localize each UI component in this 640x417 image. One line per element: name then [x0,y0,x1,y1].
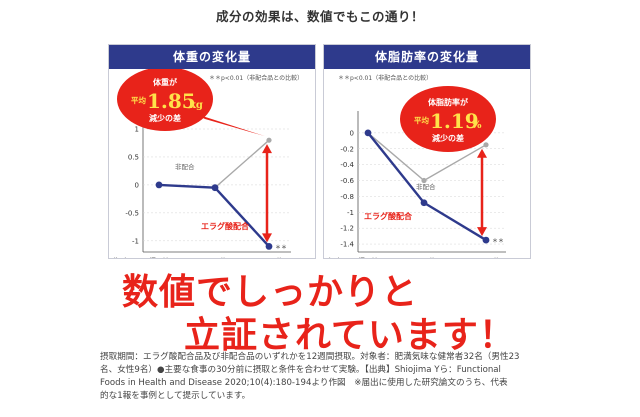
data-point-ellagic [211,184,219,192]
data-point-ellagic [265,243,273,250]
x-tick-label: 12週間後 [255,256,283,258]
y-tick-label: -0.8 [340,193,354,201]
y-tick-label: -1 [132,237,139,245]
y-tick-label: 0.5 [128,153,139,161]
y-tick-label: -1 [347,209,354,217]
claim-line-1: 数値でしっかりと [122,272,419,313]
data-point-ellagic [482,236,490,244]
footnote-line-4: 的な1報を事例として提示しています。 [100,391,251,401]
end-significance-mark: ＊＊ [492,238,504,245]
footnote-line-3: Foods in Health and Disease 2020;10(4):1… [100,378,508,388]
bodyfat-chart-panel: 体脂肪率の変化量 ＊＊p<0.01（非配合品との比較） 0 -0.2 -0.4 -0.6… [323,44,531,259]
y-unit-label: (kg) [113,257,127,258]
weight-chart-title: 体重の変化量 [109,45,315,69]
highlight-bubble [117,69,213,131]
data-point-ellagic [364,129,372,137]
y-tick-label: 0 [350,129,354,137]
weight-chart-panel: 体重の変化量 ＊＊p<0.01（非配合品との比較） 1 0.5 0 -0.5 -1 (kg)… [108,44,316,259]
difference-arrow-head-top [477,148,487,158]
x-tick-label: 摂取前 [358,256,378,258]
y-tick-label: -1.2 [340,225,354,233]
footnote-line-2: 名、女性9名）●主要な食事の30分前に摂取と条件を合わせて実験。【出典】Shio… [100,365,501,375]
bubble-prefix: 平均 [414,115,429,125]
bubble-line-3: 減少の差 [432,133,464,143]
y-tick-label: -0.5 [125,209,139,217]
weight-chart: ＊＊p<0.01（非配合品との比較） 1 0.5 0 -0.5 -1 (kg) 摂取前 6週間後… [113,69,303,258]
y-tick-label: -1.4 [340,241,354,249]
y-tick-label: 0 [135,181,139,189]
series-label-non: 非配合 [416,182,436,191]
x-tick-label: 12週間後 [472,256,500,258]
x-tick-label: 6週間後 [412,256,436,258]
claim-line-2: 立証されています！ [184,315,516,356]
bubble-tail [193,113,265,137]
difference-arrow-head-bottom [477,227,487,237]
bodyfat-chart-title: 体脂肪率の変化量 [324,45,530,69]
data-point-non [266,137,272,143]
difference-arrow-head-bottom [262,233,272,243]
footnote-line-1: 摂取期間：エラグ酸配合品及び非配合品のいずれかを12週間摂取。対象者：肥満気味な… [100,352,520,362]
bubble-line-1: 体重が [153,77,178,87]
end-significance-mark: ＊＊ [275,244,287,251]
series-label-ellagic: エラグ酸配合 [364,211,413,221]
significance-note: ＊＊p<0.01（非配合品との比較） [338,74,432,82]
page-heading: 成分の効果は、数値でもこの通り！ [215,9,424,24]
bubble-value: 1.19 [430,109,479,133]
data-point-ellagic [420,199,428,207]
study-footnote: 摂取期間：エラグ酸配合品及び非配合品のいずれかを12週間摂取。対象者：肥満気味な… [100,351,540,403]
bubble-line-1: 体脂肪率が [428,97,469,107]
bubble-line-3: 減少の差 [149,113,181,123]
bubble-value: 1.85 [147,89,196,113]
x-tick-label: 摂取前 [149,256,169,258]
highlight-bubble [400,86,496,152]
series-label-non: 非配合 [175,162,195,171]
bodyfat-chart: ＊＊p<0.01（非配合品との比較） 0 -0.2 -0.4 -0.6 -0.8 -1 -1.… [328,74,506,258]
bubble-unit: kg [189,100,203,111]
significance-note: ＊＊p<0.01（非配合品との比較） [209,74,303,82]
y-tick-label: 1 [135,126,139,134]
bubble-unit: % [472,120,482,131]
data-point-non [421,177,427,184]
data-point-non [483,142,489,148]
y-tick-label: -0.4 [340,161,354,169]
x-tick-label: 6週間後 [203,256,227,258]
data-point-ellagic [155,181,163,189]
y-tick-label: -0.2 [340,145,354,153]
bubble-prefix: 平均 [131,95,146,105]
series-line-ellagic [158,183,270,248]
difference-arrow-head-top [262,144,272,154]
series-label-ellagic: エラグ酸配合 [201,221,250,231]
y-tick-label: -0.6 [340,177,354,185]
y-unit-label: (%) [328,257,340,258]
